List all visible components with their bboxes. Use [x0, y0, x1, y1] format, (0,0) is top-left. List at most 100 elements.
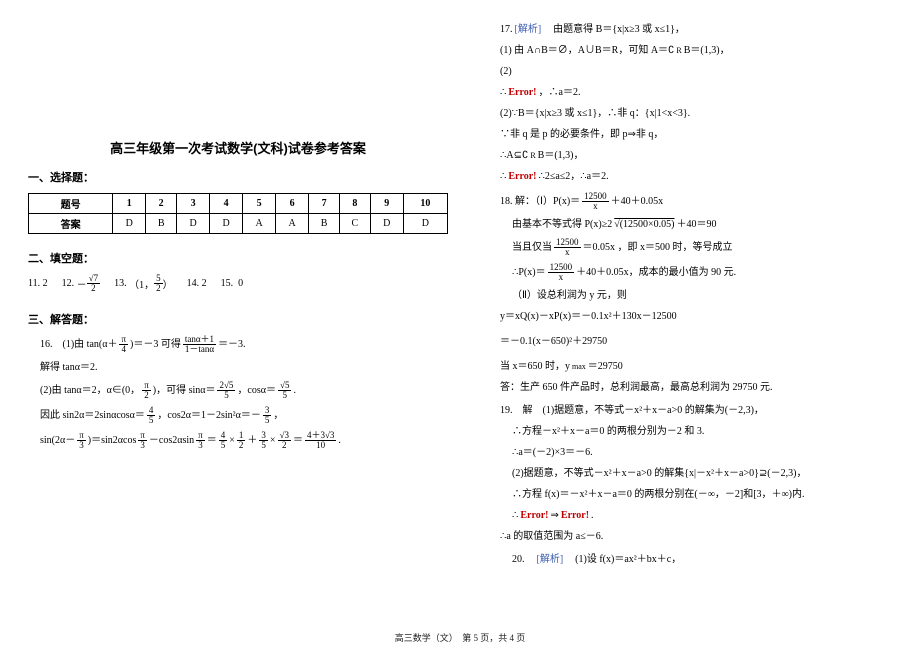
t: ＋40＋0.05x，成本的最小值为 90 元.: [576, 265, 736, 280]
fraction: π3: [77, 431, 86, 450]
section-fill: 二、填空题：: [28, 250, 448, 266]
fill-12: 12. － √7 2: [62, 274, 100, 293]
left-column: 高三年级第一次考试数学(文科)试卷参考答案 一、选择题： 题号 1 2 3 4 …: [0, 0, 460, 650]
fraction: 35: [259, 431, 268, 450]
ans: 2: [202, 278, 207, 289]
t: 由基本不等式得 P(x)≥2: [512, 217, 612, 232]
fraction: 45: [147, 406, 156, 425]
d: 3: [77, 441, 86, 450]
d: 5: [263, 416, 272, 425]
d: x: [548, 273, 575, 282]
q17-line3: (2): [500, 64, 898, 79]
header-label: 题号: [29, 194, 113, 214]
q19-line6: ∴ Error! ⇒ Error! .: [512, 508, 898, 523]
fraction: 12500x: [554, 238, 581, 257]
ans: C: [339, 214, 370, 234]
t: (1) 由 A∩B＝∅，A∪B＝R，可知 A＝∁: [500, 43, 674, 58]
error-marker: Error!: [561, 508, 589, 523]
t: .: [338, 433, 341, 448]
t: B＝(1,3)，: [538, 148, 584, 163]
qno: 11.: [28, 278, 40, 289]
fraction: √7 2: [87, 274, 100, 293]
fill-13: 13. （1， 5 2 ）: [114, 274, 173, 293]
d: 2: [237, 441, 246, 450]
q16-line4: 因此 sin2α＝2sinαcosα＝ 45 ，cos2α＝1－2sin²α＝－…: [40, 406, 448, 425]
d: 2: [278, 441, 291, 450]
t: ，∴a＝2.: [539, 85, 581, 100]
t: )＝－3 可得: [130, 337, 181, 352]
q19-line2: ∴方程－x²＋x－a＝0 的两根分别为－2 和 3.: [512, 424, 898, 439]
ans: D: [370, 214, 403, 234]
d: 10: [305, 441, 336, 450]
t: ∴2≤a≤2，∴a＝2.: [539, 169, 609, 184]
den: 2: [154, 284, 163, 293]
d: 2: [142, 391, 151, 400]
t: 16. (1)由 tan(α＋: [40, 337, 117, 352]
t: )＝sin2αcos: [88, 433, 137, 448]
q18-line4: ∴P(x)＝ 12500x ＋40＋0.05x，成本的最小值为 90 元.: [512, 263, 898, 282]
q17-line6: ∵非 q 是 p 的必要条件，即 p⇒非 q，: [500, 127, 898, 142]
t: 当 x＝650 时，y: [500, 359, 570, 374]
fraction: 35: [263, 406, 272, 425]
q18-line2: 由基本不等式得 P(x)≥2 √(12500×0.05) ＋40＝90: [512, 217, 898, 232]
qno: 15.: [221, 278, 234, 289]
right-column: 17. [解析] 由题意得 B＝{x|x≥3 或 x≤1}， (1) 由 A∩B…: [460, 0, 920, 650]
fraction: 12500x: [582, 192, 609, 211]
qno: 12.: [62, 278, 75, 289]
ans: 0: [238, 278, 243, 289]
t: ，: [273, 408, 283, 423]
analysis-tag: [解析]: [515, 22, 542, 37]
qno: 14.: [187, 278, 200, 289]
d: 4: [119, 345, 128, 354]
ans: D: [403, 214, 447, 234]
fraction: π3: [138, 431, 147, 450]
q18-line3: 当且仅当 12500x ＝0.05x ，即 x＝500 时，等号成立: [512, 238, 898, 257]
t: 17.: [500, 22, 513, 37]
q17-line2: (1) 由 A∩B＝∅，A∪B＝R，可知 A＝∁RB＝(1,3)，: [500, 43, 898, 58]
t: sin(2α－: [40, 433, 75, 448]
q17-line1: 17. [解析] 由题意得 B＝{x|x≥3 或 x≤1}，: [500, 22, 898, 37]
ans: B: [309, 214, 340, 234]
q18-line6: y＝xQ(x)－xP(x)＝－0.1x²＋130x－12500: [500, 309, 898, 324]
num: 5: [243, 194, 276, 214]
t: )，可得 sinα＝: [153, 383, 216, 398]
sub: max: [572, 361, 586, 373]
ans: B: [146, 214, 177, 234]
fraction: √32: [278, 431, 291, 450]
error-marker: Error!: [520, 508, 548, 523]
error-marker: Error!: [508, 85, 536, 100]
d: 5: [219, 441, 228, 450]
document-title: 高三年级第一次考试数学(文科)试卷参考答案: [28, 138, 448, 157]
d: 3: [196, 441, 205, 450]
t: ＝29750: [588, 359, 623, 374]
q17-line7: ∴A⊆∁RB＝(1,3)，: [500, 148, 898, 163]
t: 由题意得 B＝{x|x≥3 或 x≤1}，: [543, 22, 685, 37]
fraction: 2√55: [217, 381, 235, 400]
ans: D: [113, 214, 146, 234]
fill-14: 14. 2: [187, 278, 207, 289]
t: ＝: [293, 433, 303, 448]
post: ）: [163, 276, 173, 291]
table-row: 答案 D B D D A A B C D D: [29, 214, 448, 234]
q19-line3: ∴a＝(－2)×3＝－6.: [512, 445, 898, 460]
error-marker: Error!: [508, 169, 536, 184]
fraction: π2: [142, 381, 151, 400]
q17-line8: ∴ Error! ∴2≤a≤2，∴a＝2.: [500, 169, 898, 184]
q19-line1: 19. 解 (1)据题意，不等式－x²＋x－a>0 的解集为(－2,3)，: [500, 403, 898, 418]
q18-line8: 当 x＝650 时，ymax＝29750: [500, 359, 898, 374]
q19-line4: (2)据题意，不等式－x²＋x－a>0 的解集{x|－x²＋x－a>0}⊇(－2…: [512, 466, 898, 481]
sub: R: [530, 150, 535, 162]
t: 18. 解：（Ⅰ）P(x)＝: [500, 194, 580, 209]
num: 9: [370, 194, 403, 214]
fill-answers-row: 11. 2 12. － √7 2 13. （1， 5 2 ）: [28, 274, 448, 293]
num: 8: [339, 194, 370, 214]
num: 10: [403, 194, 447, 214]
choice-answer-table: 题号 1 2 3 4 5 6 7 8 9 10 答案 D B D D A A B: [28, 193, 448, 234]
answer-label: 答案: [29, 214, 113, 234]
page: 高三年级第一次考试数学(文科)试卷参考答案 一、选择题： 题号 1 2 3 4 …: [0, 0, 920, 650]
fraction: 5 2: [154, 274, 163, 293]
d: x: [582, 202, 609, 211]
fraction: π3: [196, 431, 205, 450]
d: 5: [217, 391, 235, 400]
d: 3: [138, 441, 147, 450]
